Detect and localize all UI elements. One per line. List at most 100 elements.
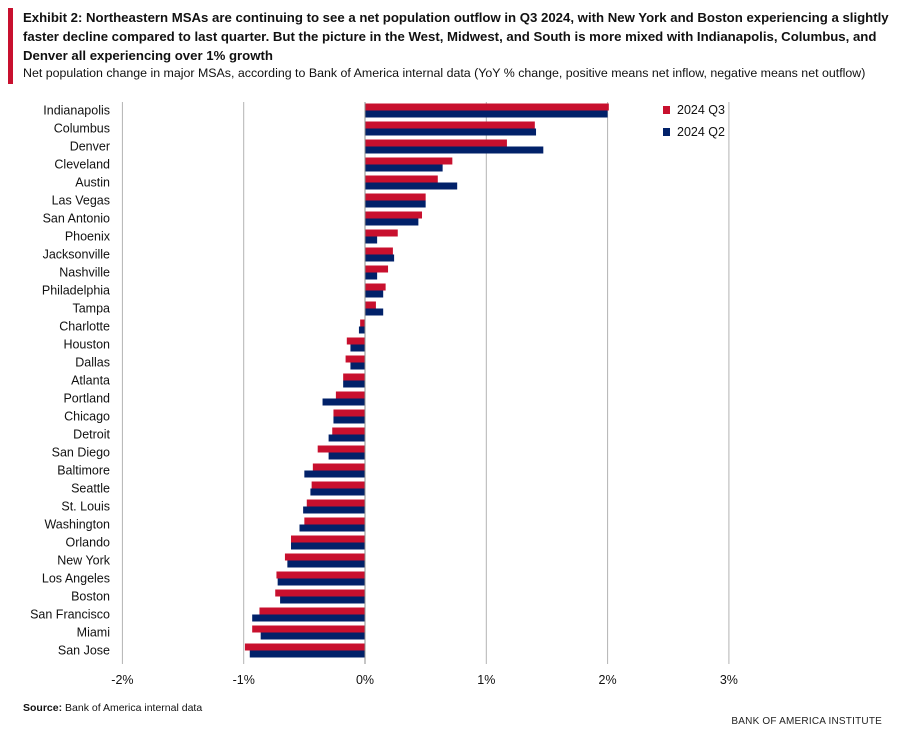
source-text: Bank of America internal data xyxy=(62,702,203,714)
category-label: Seattle xyxy=(71,482,110,496)
category-label: San Jose xyxy=(58,644,110,658)
category-label: Boston xyxy=(71,590,110,604)
bar-q2 xyxy=(328,452,365,460)
chart-title: Exhibit 2: Northeastern MSAs are continu… xyxy=(23,10,889,63)
bar-q2 xyxy=(365,146,544,154)
category-label: Miami xyxy=(77,626,110,640)
bar-q3 xyxy=(365,301,376,309)
bar-q2 xyxy=(350,362,365,370)
bar-q3 xyxy=(291,535,365,543)
category-label: Nashville xyxy=(59,266,110,280)
bar-q2 xyxy=(365,290,384,298)
legend-swatch xyxy=(663,106,670,114)
bar-q3 xyxy=(365,193,426,201)
category-label: Tampa xyxy=(72,302,110,316)
bar-q2 xyxy=(365,128,537,136)
bar-q2 xyxy=(310,488,365,496)
source-note: Source: Bank of America internal data xyxy=(23,702,202,714)
category-label: Denver xyxy=(70,140,110,154)
category-label: New York xyxy=(57,554,111,568)
x-tick-label: 2% xyxy=(599,673,617,687)
x-tick-label: 1% xyxy=(477,673,495,687)
category-label: Las Vegas xyxy=(52,194,110,208)
bar-q2 xyxy=(365,200,426,208)
bar-q3 xyxy=(317,445,365,453)
bar-q2 xyxy=(365,272,378,280)
bar-q3 xyxy=(284,553,365,561)
bar-q2 xyxy=(365,164,443,172)
bar-q2 xyxy=(299,524,365,532)
bar-q3 xyxy=(275,589,365,597)
category-label: Houston xyxy=(63,338,110,352)
category-label: Cleveland xyxy=(54,158,110,172)
legend-label: 2024 Q2 xyxy=(677,125,725,139)
bar-q2 xyxy=(249,650,365,658)
bar-q2 xyxy=(322,398,365,406)
bar-q2 xyxy=(358,326,365,334)
category-label: Detroit xyxy=(73,428,110,442)
bar-q3 xyxy=(360,319,365,327)
bar-q3 xyxy=(343,373,365,381)
x-tick-label: -1% xyxy=(233,673,255,687)
category-label: Dallas xyxy=(75,356,110,370)
legend-label: 2024 Q3 xyxy=(677,103,725,117)
bar-q2 xyxy=(304,470,365,478)
bar-q3 xyxy=(365,211,423,219)
category-label: Portland xyxy=(63,392,110,406)
bar-q2 xyxy=(260,632,365,640)
source-label: Source: xyxy=(23,702,63,714)
category-label: Los Angeles xyxy=(42,572,110,586)
bar-q2 xyxy=(252,614,365,622)
bar-q2 xyxy=(277,578,365,586)
bar-q3 xyxy=(333,409,365,417)
bar-q3 xyxy=(365,175,438,183)
category-label: Austin xyxy=(75,176,110,190)
bar-q3 xyxy=(244,643,365,651)
category-label: St. Louis xyxy=(61,500,110,514)
category-label: Washington xyxy=(44,518,110,532)
category-label: San Francisco xyxy=(30,608,110,622)
category-label: Chicago xyxy=(64,410,110,424)
bar-q3 xyxy=(365,283,386,291)
bar-q3 xyxy=(306,499,365,507)
category-label: San Diego xyxy=(52,446,110,460)
bar-q3 xyxy=(365,139,507,147)
bar-q2 xyxy=(280,596,365,604)
category-label: Indianapolis xyxy=(43,104,110,118)
bar-q2 xyxy=(365,218,419,226)
legend-swatch xyxy=(663,128,670,136)
bar-q2 xyxy=(333,416,365,424)
bar-q3 xyxy=(252,625,365,633)
title-accent-bar xyxy=(8,8,13,84)
bar-q2 xyxy=(350,344,365,352)
bar-q3 xyxy=(346,337,365,345)
brand-label: BANK OF AMERICA INSTITUTE xyxy=(731,716,882,727)
bar-q3 xyxy=(332,427,365,435)
bar-q3 xyxy=(365,157,453,165)
x-tick-label: 3% xyxy=(720,673,738,687)
bar-q2 xyxy=(328,434,365,442)
x-tick-label: -2% xyxy=(111,673,133,687)
bar-q3 xyxy=(365,103,609,111)
category-label: Orlando xyxy=(66,536,111,550)
category-label: Jacksonville xyxy=(43,248,110,262)
chart-subtitle: Net population change in major MSAs, acc… xyxy=(23,66,866,80)
category-label: Charlotte xyxy=(59,320,110,334)
bar-q2 xyxy=(291,542,365,550)
bar-q3 xyxy=(365,121,535,129)
bar-q3 xyxy=(311,481,365,489)
category-label: Phoenix xyxy=(65,230,111,244)
bar-q3 xyxy=(304,517,365,525)
bar-q3 xyxy=(335,391,365,399)
bar-q3 xyxy=(276,571,365,579)
bar-q2 xyxy=(343,380,365,388)
bar-q2 xyxy=(303,506,365,514)
bar-q2 xyxy=(365,254,395,262)
category-label: San Antonio xyxy=(43,212,110,226)
bar-q3 xyxy=(345,355,365,363)
bar-q2 xyxy=(365,110,608,118)
bar-q2 xyxy=(365,308,384,316)
bar-q3 xyxy=(365,229,398,237)
bar-q3 xyxy=(312,463,365,471)
